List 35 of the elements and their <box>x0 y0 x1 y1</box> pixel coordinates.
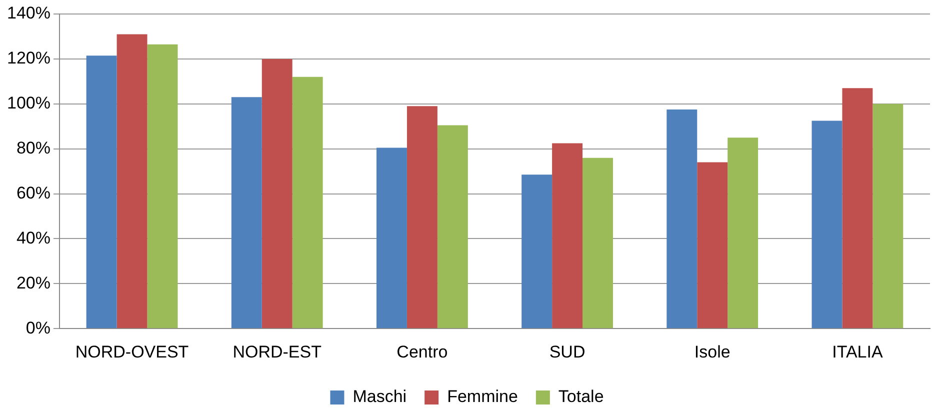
bar <box>292 76 323 328</box>
bar <box>147 44 178 328</box>
bar <box>812 120 842 328</box>
legend-label: Maschi <box>352 387 407 406</box>
x-tick-label: NORD-EST <box>232 342 322 362</box>
y-tick-label: 100% <box>6 94 50 113</box>
bar <box>842 88 873 328</box>
y-tick-label: 120% <box>6 48 50 68</box>
bar <box>666 110 698 328</box>
y-tick-label: 80% <box>16 138 50 158</box>
bar <box>522 174 552 328</box>
bar <box>376 148 407 328</box>
x-tick-label: SUD <box>549 342 586 362</box>
bar <box>116 34 148 328</box>
bar <box>697 162 728 328</box>
x-tick-label: ITALIA <box>832 342 884 362</box>
bar <box>262 58 292 328</box>
bar <box>406 106 438 328</box>
x-tick-label: Isole <box>694 342 730 362</box>
y-tick-label: 20% <box>16 273 50 292</box>
bar <box>582 158 613 328</box>
legend-label: Totale <box>558 387 604 406</box>
bar <box>86 56 117 328</box>
bar <box>728 138 758 328</box>
x-tick-label: NORD-OVEST <box>75 342 189 362</box>
bar <box>872 104 904 328</box>
y-tick-label: 40% <box>16 228 50 248</box>
y-tick-label: 0% <box>26 318 50 338</box>
y-tick-label: 60% <box>16 183 50 202</box>
legend-label: Femmine <box>447 387 518 406</box>
bar <box>231 97 262 328</box>
bar <box>552 143 583 328</box>
x-tick-label: Centro <box>396 342 448 362</box>
y-tick-label: 140% <box>6 4 50 23</box>
bar <box>437 125 468 328</box>
